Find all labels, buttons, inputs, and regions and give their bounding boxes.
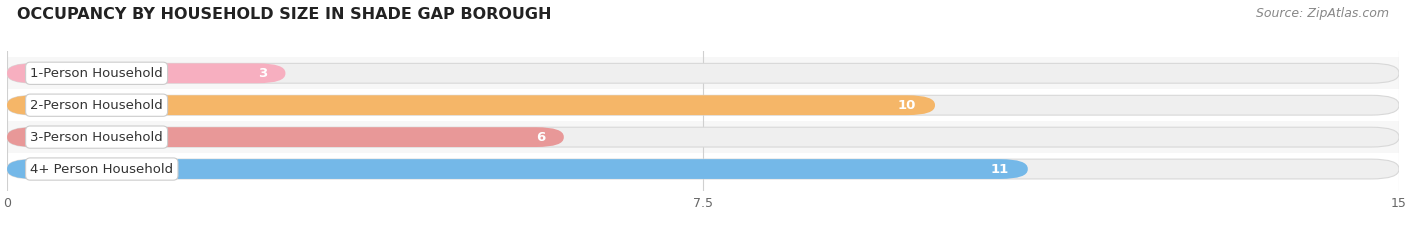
FancyBboxPatch shape (7, 57, 1399, 89)
Text: 4+ Person Household: 4+ Person Household (31, 163, 173, 175)
FancyBboxPatch shape (7, 63, 1399, 83)
FancyBboxPatch shape (7, 89, 1399, 121)
Text: 11: 11 (991, 163, 1010, 175)
Text: 6: 6 (536, 131, 546, 144)
FancyBboxPatch shape (7, 121, 1399, 153)
FancyBboxPatch shape (7, 127, 564, 147)
FancyBboxPatch shape (7, 159, 1028, 179)
Text: OCCUPANCY BY HOUSEHOLD SIZE IN SHADE GAP BOROUGH: OCCUPANCY BY HOUSEHOLD SIZE IN SHADE GAP… (17, 7, 551, 22)
Text: 3-Person Household: 3-Person Household (31, 131, 163, 144)
FancyBboxPatch shape (7, 63, 285, 83)
FancyBboxPatch shape (7, 95, 1399, 115)
Text: Source: ZipAtlas.com: Source: ZipAtlas.com (1256, 7, 1389, 20)
Text: 3: 3 (257, 67, 267, 80)
FancyBboxPatch shape (7, 159, 1399, 179)
FancyBboxPatch shape (7, 153, 1399, 185)
FancyBboxPatch shape (7, 127, 1399, 147)
Text: 1-Person Household: 1-Person Household (31, 67, 163, 80)
FancyBboxPatch shape (7, 95, 935, 115)
Text: 10: 10 (898, 99, 917, 112)
Text: 2-Person Household: 2-Person Household (31, 99, 163, 112)
